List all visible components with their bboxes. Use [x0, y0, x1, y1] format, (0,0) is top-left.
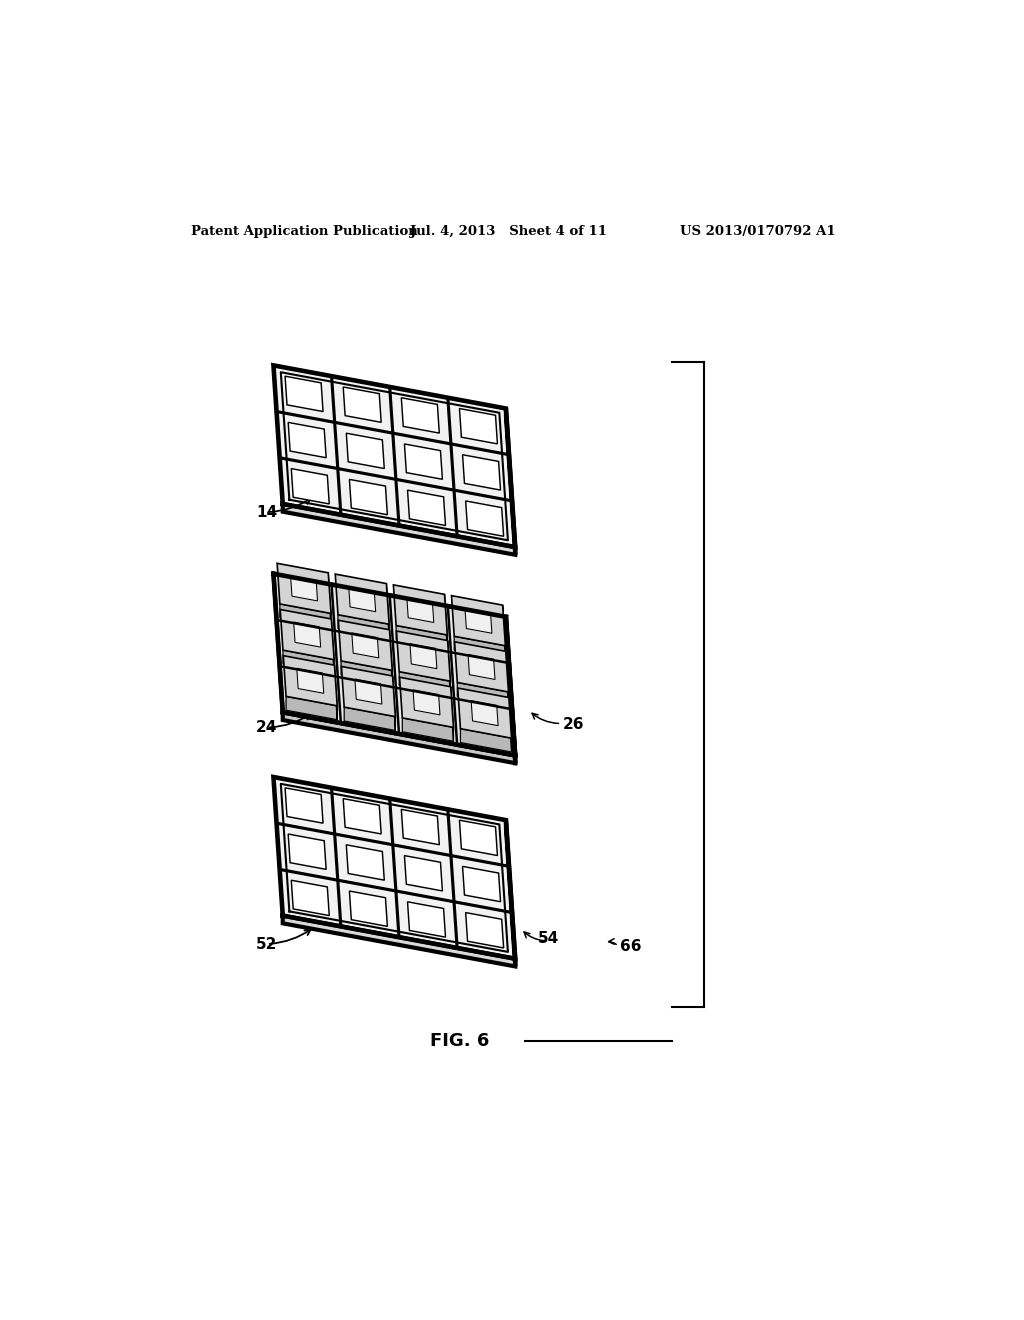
Polygon shape [410, 644, 437, 669]
Polygon shape [278, 564, 331, 614]
Polygon shape [288, 834, 327, 870]
Polygon shape [291, 576, 317, 601]
Polygon shape [404, 855, 442, 891]
Polygon shape [455, 642, 509, 692]
Polygon shape [346, 433, 384, 469]
Text: 24: 24 [256, 721, 278, 735]
Polygon shape [338, 620, 392, 671]
Polygon shape [413, 690, 440, 715]
Text: Patent Application Publication: Patent Application Publication [191, 226, 418, 238]
Polygon shape [294, 622, 321, 647]
Polygon shape [386, 583, 389, 638]
Polygon shape [341, 661, 392, 684]
Polygon shape [283, 651, 334, 673]
Polygon shape [465, 609, 492, 634]
Polygon shape [284, 656, 337, 706]
Polygon shape [399, 677, 454, 727]
Polygon shape [463, 866, 501, 902]
Text: US 2013/0170792 A1: US 2013/0170792 A1 [680, 226, 836, 238]
Polygon shape [460, 820, 498, 855]
Polygon shape [401, 397, 439, 433]
Text: 66: 66 [620, 939, 641, 953]
Polygon shape [503, 605, 506, 660]
Polygon shape [506, 616, 515, 763]
Text: 14: 14 [256, 504, 278, 520]
Polygon shape [404, 444, 442, 479]
Polygon shape [506, 820, 515, 966]
Polygon shape [393, 585, 447, 635]
Polygon shape [285, 788, 323, 824]
Polygon shape [349, 479, 387, 515]
Polygon shape [468, 655, 495, 680]
Polygon shape [273, 574, 515, 755]
Polygon shape [355, 678, 382, 704]
Polygon shape [396, 631, 451, 681]
Polygon shape [407, 598, 434, 623]
Polygon shape [399, 672, 451, 696]
Polygon shape [461, 729, 512, 752]
Polygon shape [392, 676, 395, 730]
Polygon shape [280, 605, 331, 627]
Polygon shape [402, 718, 454, 742]
Polygon shape [506, 651, 509, 706]
Polygon shape [451, 686, 454, 742]
Polygon shape [283, 504, 515, 554]
Polygon shape [466, 502, 504, 536]
Text: 54: 54 [538, 932, 559, 946]
Polygon shape [466, 912, 504, 948]
Polygon shape [460, 409, 498, 444]
Polygon shape [291, 880, 330, 916]
Polygon shape [335, 665, 337, 719]
Polygon shape [458, 682, 509, 706]
Polygon shape [344, 708, 395, 730]
Polygon shape [332, 619, 334, 673]
Polygon shape [286, 697, 337, 719]
Polygon shape [471, 701, 498, 726]
Polygon shape [506, 408, 515, 554]
Polygon shape [452, 595, 506, 645]
Polygon shape [291, 469, 330, 504]
Polygon shape [352, 632, 379, 657]
Polygon shape [463, 455, 501, 490]
Text: FIG. 6: FIG. 6 [430, 1032, 488, 1049]
Polygon shape [338, 615, 389, 638]
Polygon shape [341, 667, 395, 717]
Polygon shape [458, 688, 512, 738]
Polygon shape [329, 573, 331, 627]
Polygon shape [346, 845, 384, 880]
Polygon shape [343, 387, 381, 422]
Text: Jul. 4, 2013   Sheet 4 of 11: Jul. 4, 2013 Sheet 4 of 11 [410, 226, 607, 238]
Polygon shape [447, 640, 451, 696]
Polygon shape [297, 668, 324, 693]
Polygon shape [283, 713, 515, 763]
Text: 52: 52 [256, 937, 278, 952]
Polygon shape [335, 574, 389, 624]
Polygon shape [455, 636, 506, 660]
Polygon shape [281, 610, 334, 660]
Polygon shape [349, 586, 376, 611]
Polygon shape [509, 697, 512, 752]
Polygon shape [283, 916, 515, 966]
Polygon shape [389, 630, 392, 684]
Polygon shape [349, 891, 387, 927]
Text: 26: 26 [563, 717, 585, 733]
Polygon shape [288, 422, 327, 458]
Polygon shape [285, 376, 323, 412]
Polygon shape [408, 490, 445, 525]
Polygon shape [396, 626, 447, 649]
Polygon shape [408, 902, 445, 937]
Polygon shape [273, 366, 515, 546]
Polygon shape [343, 799, 381, 834]
Polygon shape [401, 809, 439, 845]
Polygon shape [273, 777, 515, 958]
Polygon shape [444, 594, 447, 649]
